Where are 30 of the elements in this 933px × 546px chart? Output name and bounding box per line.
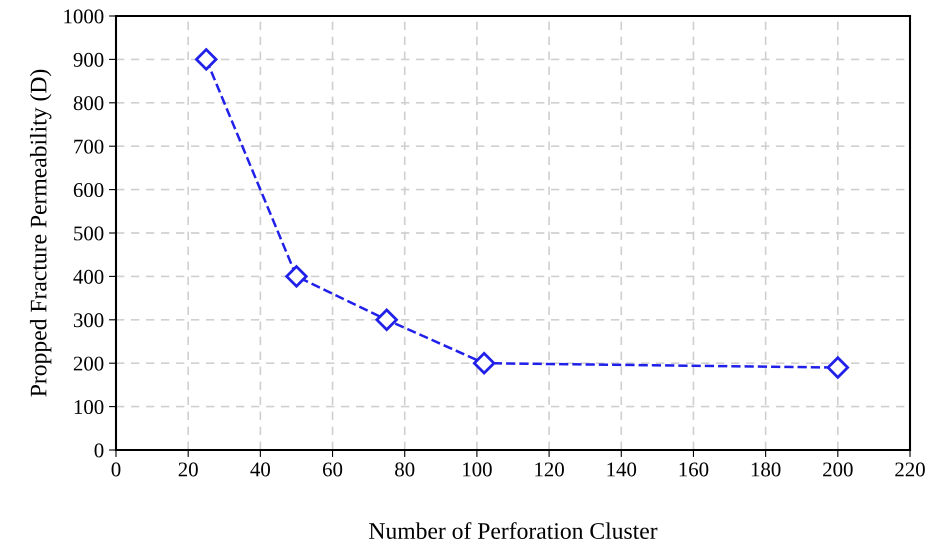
x-tick-label: 200 bbox=[823, 462, 853, 476]
x-tick-label: 0 bbox=[112, 462, 120, 476]
x-tick-label: 220 bbox=[895, 462, 925, 476]
y-tick-label: 0 bbox=[94, 443, 104, 458]
x-tick-label: 180 bbox=[752, 462, 780, 476]
x-tick-label: 60 bbox=[323, 462, 342, 476]
x-tick-label: 160 bbox=[680, 462, 708, 476]
point bbox=[472, 352, 496, 374]
y-tick-label: 1000 bbox=[64, 9, 104, 24]
y-tick-label: 900 bbox=[74, 52, 104, 67]
x-tick-label: 120 bbox=[535, 462, 564, 476]
y-tick-label: 100 bbox=[74, 400, 104, 414]
point bbox=[826, 356, 850, 379]
x-tick-label: 140 bbox=[607, 462, 636, 476]
point bbox=[285, 265, 308, 288]
y-tick-label: 300 bbox=[74, 313, 104, 328]
y-tick-label: 500 bbox=[74, 226, 104, 240]
y-tick-label: 400 bbox=[73, 270, 104, 284]
x-tick-label: 80 bbox=[395, 462, 414, 476]
x-tick-label: 20 bbox=[178, 462, 198, 476]
point bbox=[195, 48, 218, 71]
y-tick-label: 700 bbox=[74, 140, 104, 154]
y-tick-label: 200 bbox=[74, 356, 104, 371]
y-tick-label: 600 bbox=[74, 182, 104, 198]
x-tick-label: 40 bbox=[250, 462, 270, 476]
x-axis-title: Number of Perforation Cluster bbox=[369, 522, 658, 539]
y-axis-title: Propped Fracture Permeability (D) bbox=[30, 70, 52, 397]
point bbox=[375, 308, 398, 332]
y-tick-label: 800 bbox=[74, 96, 104, 110]
x-tick-label: 100 bbox=[463, 462, 492, 476]
